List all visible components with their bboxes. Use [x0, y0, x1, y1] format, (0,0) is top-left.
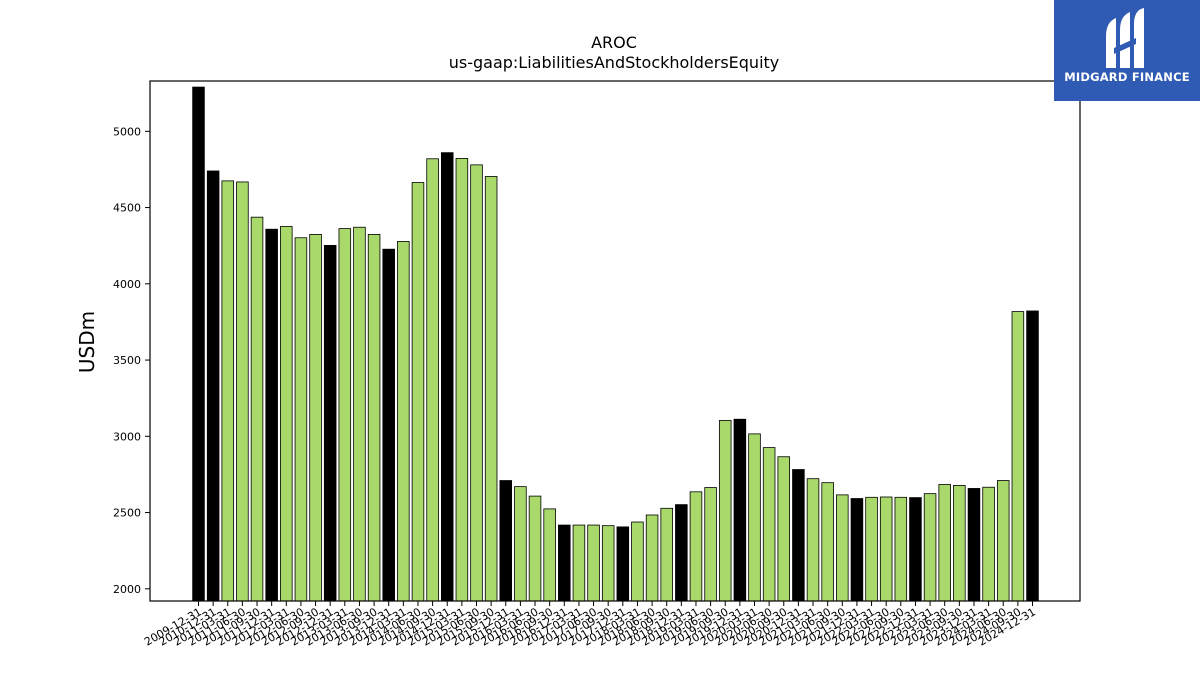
bar — [733, 418, 747, 602]
bar — [850, 498, 864, 602]
y-tick-label: 4000 — [113, 278, 141, 291]
bar — [397, 241, 410, 602]
bar — [206, 170, 220, 602]
chart-subtitle: us-gaap:LiabilitiesAndStockholdersEquity — [449, 53, 780, 72]
bar — [280, 226, 293, 602]
bar — [645, 514, 659, 602]
bar — [353, 226, 366, 602]
bar — [294, 237, 308, 602]
bar — [265, 228, 278, 602]
bar — [221, 180, 235, 602]
bar — [192, 86, 205, 602]
bar — [777, 456, 791, 602]
logo-text: MIDGARD FINANCE — [1064, 70, 1190, 84]
bar — [411, 182, 425, 602]
bar — [323, 244, 337, 602]
bar — [689, 491, 703, 602]
bar — [338, 228, 352, 602]
bar — [748, 433, 761, 602]
bar — [894, 496, 908, 602]
bar — [836, 494, 849, 602]
bar — [1011, 311, 1025, 602]
bar — [982, 486, 995, 602]
chart-title: AROC — [591, 33, 637, 52]
plot-frame — [149, 80, 1081, 602]
bar — [484, 176, 498, 602]
bar — [996, 480, 1010, 602]
bar — [792, 469, 805, 602]
bar — [587, 524, 600, 602]
bar — [309, 234, 322, 602]
bar — [631, 521, 644, 602]
bar — [704, 487, 717, 602]
brand-logo: MIDGARD FINANCE — [1054, 0, 1200, 101]
bar — [967, 488, 981, 602]
bar — [675, 504, 688, 602]
y-tick-label: 2000 — [113, 583, 141, 596]
bar — [821, 482, 834, 602]
bar — [879, 496, 893, 602]
bar — [865, 496, 878, 602]
bar — [514, 486, 527, 602]
bar — [923, 493, 937, 602]
bar — [572, 524, 586, 602]
bar — [382, 248, 395, 602]
bar — [455, 158, 469, 602]
bars-group — [192, 86, 1039, 602]
bar — [806, 478, 820, 602]
bar — [616, 526, 630, 602]
bar — [762, 447, 776, 602]
bar — [250, 216, 264, 602]
y-axis: 2000 2500 3000 3500 4000 4500 5000 — [113, 125, 150, 596]
y-tick-label: 3500 — [113, 354, 141, 367]
y-tick-label: 5000 — [113, 125, 141, 138]
bar — [938, 484, 951, 602]
y-tick-label: 2500 — [113, 507, 141, 520]
bar — [660, 507, 673, 602]
bar — [236, 181, 249, 602]
bar — [718, 420, 732, 602]
bar — [367, 234, 381, 602]
bar — [470, 164, 483, 602]
bar — [499, 480, 513, 602]
y-axis-label: USDm — [75, 311, 99, 373]
bar — [601, 525, 615, 602]
y-tick-label: 3000 — [113, 430, 141, 443]
y-tick-label: 4500 — [113, 202, 141, 215]
bar — [909, 497, 922, 602]
bar — [953, 485, 966, 602]
bar — [440, 152, 454, 602]
x-axis: 2009-12-312010-12-312011-03-312011-06-30… — [142, 601, 1038, 649]
midgard-logo-icon — [1106, 8, 1144, 68]
bar — [558, 524, 571, 602]
bar — [1026, 310, 1039, 602]
bar — [528, 495, 542, 602]
bar — [426, 158, 439, 602]
bar — [543, 508, 556, 602]
